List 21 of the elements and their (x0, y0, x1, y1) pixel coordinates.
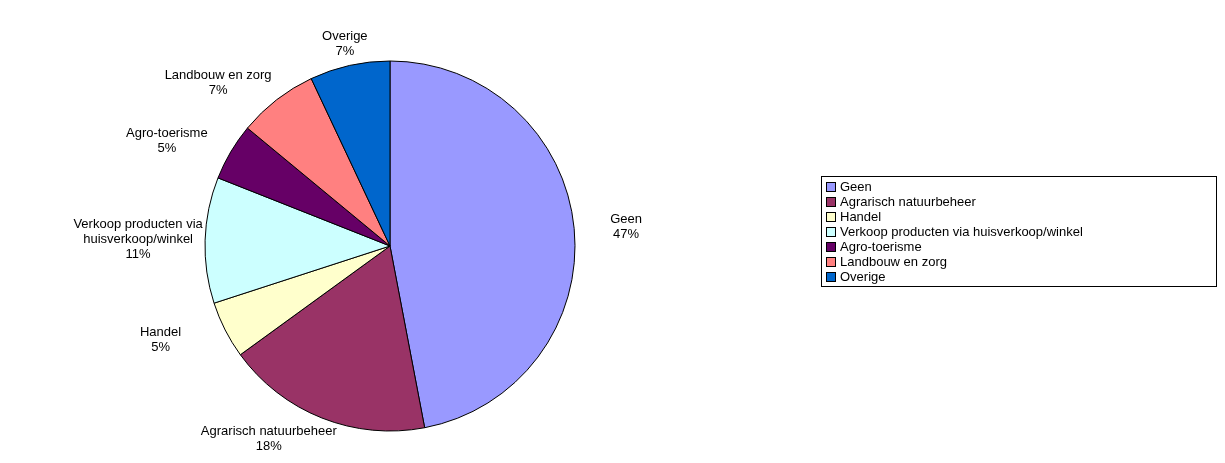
data-label: 47% (613, 226, 640, 242)
data-label: 7% (208, 81, 228, 97)
legend-label: Agro-toerisme (840, 239, 922, 254)
data-label: 5% (157, 140, 177, 156)
legend-label: Handel (840, 209, 882, 224)
slice-label: Handel (139, 324, 182, 340)
legend-label: Overige (840, 269, 886, 284)
data-label: 18% (255, 437, 283, 453)
legend-label: Verkoop producten via huisverkoop/winkel (840, 224, 1083, 239)
data-label: 5% (151, 339, 171, 355)
data-label: 11% (125, 246, 152, 262)
legend-label: Landbouw en zorg (840, 254, 947, 269)
slice-label: Geen (610, 211, 642, 227)
slice-label: Overige (322, 28, 368, 44)
slice-label: Agrarisch natuurbeheer (200, 422, 338, 438)
data-label: 7% (335, 43, 355, 59)
slice-label: Agro-toerisme (126, 125, 208, 141)
legend-label: Agrarisch natuurbeheer (840, 194, 976, 209)
slice-label: Verkoop producten via huisverkoop/winkel (73, 216, 204, 247)
slice-label: Landbouw en zorg (164, 66, 272, 82)
legend-label: Geen (840, 179, 872, 194)
